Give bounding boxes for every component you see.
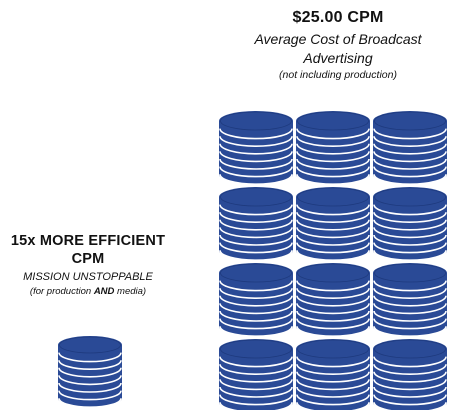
mission-coin-stack <box>58 336 122 408</box>
broadcast-coin-stack-11 <box>296 339 370 410</box>
broadcast-coin-stack-3 <box>373 111 447 185</box>
broadcast-coin-stack-1 <box>219 111 293 185</box>
mission-name: MISSION UNSTOPPABLE <box>23 271 153 283</box>
broadcast-title: Average Cost of Broadcast Advertising <box>254 31 422 66</box>
mission-headline: 15x MORE EFFICIENT CPM <box>10 233 166 267</box>
broadcast-caption: $25.00 CPM Average Cost of Broadcast Adv… <box>220 8 456 82</box>
mission-note-emphasis: AND <box>93 286 115 297</box>
broadcast-coin-stack-5 <box>296 187 370 261</box>
mission-note-suffix: media) <box>114 286 147 297</box>
mission-note-prefix: (for production <box>29 286 94 297</box>
broadcast-coin-stack-6 <box>373 187 447 261</box>
broadcast-coin-stack-7 <box>219 263 293 337</box>
broadcast-cpm: $25.00 CPM <box>292 9 384 26</box>
broadcast-coin-stack-4 <box>219 187 293 261</box>
broadcast-coin-stack-10 <box>219 339 293 410</box>
broadcast-coin-stack-2 <box>296 111 370 185</box>
broadcast-note: (not including production) <box>279 69 397 81</box>
broadcast-coin-stack-9 <box>373 263 447 337</box>
broadcast-coin-stack-12 <box>373 339 447 410</box>
mission-caption: 15x MORE EFFICIENT CPM MISSION UNSTOPPAB… <box>0 232 176 299</box>
broadcast-coin-stack-8 <box>296 263 370 337</box>
mission-note: (for production AND media) <box>0 285 176 299</box>
